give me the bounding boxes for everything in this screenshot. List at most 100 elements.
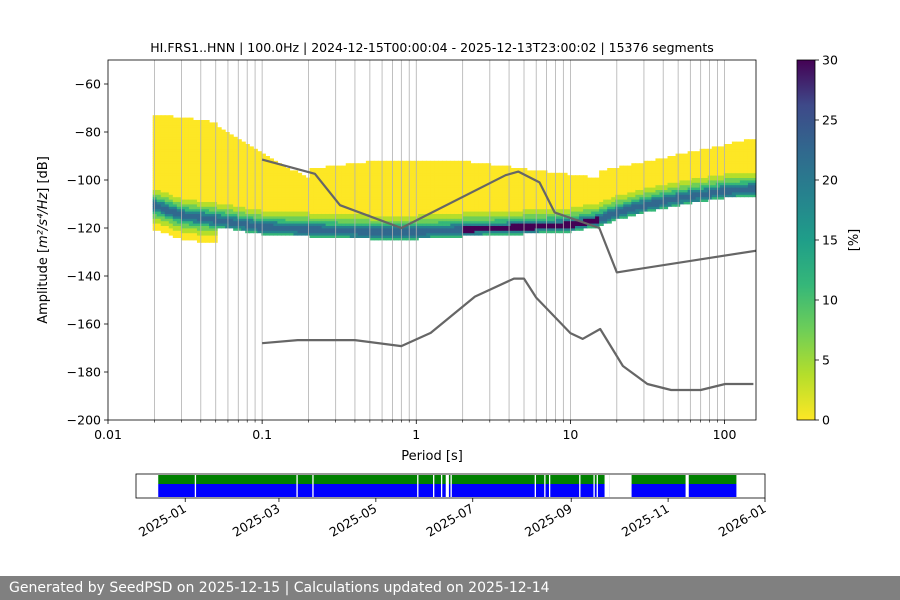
heatmap-cell — [180, 225, 186, 229]
heatmap-cell — [522, 230, 528, 234]
heatmap-cell — [482, 187, 488, 190]
heatmap-cell — [184, 192, 190, 195]
heatmap-cell — [619, 194, 624, 198]
heatmap-cell — [309, 194, 315, 198]
heatmap-cell — [152, 163, 158, 166]
heatmap-cell — [402, 175, 407, 178]
heatmap-cell — [430, 177, 435, 181]
heatmap-cell — [558, 187, 564, 190]
heatmap-cell — [265, 168, 270, 171]
heatmap-cell — [241, 144, 246, 147]
heatmap-cell — [233, 146, 238, 150]
heatmap-cell — [542, 216, 548, 219]
heatmap-cell — [164, 225, 170, 229]
heatmap-cell — [357, 204, 363, 207]
heatmap-cell — [233, 216, 238, 219]
heatmap-cell — [442, 168, 447, 171]
heatmap-cell — [381, 232, 387, 236]
heatmap-cell — [438, 194, 443, 198]
heatmap-cell — [522, 220, 528, 224]
heatmap-cell — [361, 225, 367, 229]
heatmap-cell — [490, 213, 496, 217]
heatmap-cell — [743, 160, 749, 164]
heatmap-cell — [200, 206, 206, 210]
heatmap-cell — [562, 199, 568, 202]
heatmap-cell — [349, 199, 355, 202]
heatmap-cell — [659, 177, 665, 181]
heatmap-cell — [168, 146, 174, 150]
heatmap-cell — [305, 230, 311, 234]
heatmap-cell — [265, 189, 270, 193]
heatmap-cell — [695, 163, 701, 166]
heatmap-cell — [522, 223, 528, 226]
heatmap-cell — [663, 168, 669, 171]
heatmap-cell — [184, 216, 190, 219]
heatmap-cell — [587, 180, 592, 183]
heatmap-cell — [522, 182, 528, 186]
heatmap-cell — [353, 182, 359, 186]
heatmap-cell — [731, 177, 737, 181]
heatmap-cell — [176, 199, 182, 202]
heatmap-cell — [474, 165, 480, 169]
heatmap-cell — [385, 230, 391, 234]
heatmap-cell — [703, 170, 709, 174]
heatmap-cell — [446, 218, 451, 222]
heatmap-cell — [253, 189, 258, 193]
heatmap-cell — [209, 232, 214, 236]
heatmap-cell — [691, 160, 697, 164]
heatmap-cell — [325, 182, 331, 186]
heatmap-cell — [196, 160, 202, 164]
heatmap-cell — [462, 168, 468, 171]
heatmap-cell — [514, 204, 520, 207]
heatmap-cell — [514, 213, 520, 217]
heatmap-cell — [402, 218, 407, 222]
heatmap-cell — [156, 168, 162, 171]
heatmap-cell — [446, 196, 451, 200]
heatmap-cell — [711, 160, 717, 164]
heatmap-cell — [160, 172, 166, 176]
heatmap-cell — [269, 213, 274, 217]
heatmap-cell — [152, 194, 158, 198]
heatmap-cell — [458, 172, 463, 176]
heatmap-cell — [233, 213, 238, 217]
heatmap-cell — [739, 194, 745, 198]
heatmap-cell — [442, 235, 447, 238]
heatmap-cell — [739, 141, 745, 145]
heatmap-cell — [611, 182, 616, 186]
heatmap-cell — [454, 187, 459, 190]
heatmap-cell — [156, 204, 162, 207]
heatmap-cell — [257, 172, 262, 176]
heatmap-cell — [615, 189, 620, 193]
heatmap-cell — [570, 184, 576, 188]
heatmap-cell — [735, 194, 741, 198]
heatmap-cell — [156, 196, 162, 200]
heatmap-cell — [438, 225, 443, 229]
heatmap-cell — [442, 218, 447, 222]
heatmap-cell — [422, 160, 427, 164]
heatmap-cell — [474, 216, 480, 219]
heatmap-cell — [558, 220, 564, 224]
heatmap-cell — [192, 124, 198, 128]
heatmap-cell — [281, 208, 287, 212]
heatmap-cell — [450, 204, 455, 207]
heatmap-cell — [200, 132, 206, 135]
heatmap-cell — [426, 201, 431, 205]
heatmap-cell — [229, 187, 234, 190]
heatmap-cell — [269, 223, 274, 226]
heatmap-cell — [269, 189, 274, 193]
heatmap-cell — [719, 153, 725, 157]
heatmap-cell — [160, 170, 166, 174]
heatmap-cell — [221, 196, 226, 200]
heatmap-cell — [381, 216, 387, 219]
heatmap-cell — [542, 206, 548, 210]
heatmap-cell — [418, 204, 423, 207]
heatmap-cell — [651, 168, 657, 171]
heatmap-cell — [639, 208, 644, 212]
heatmap-cell — [237, 170, 242, 174]
heatmap-cell — [221, 129, 226, 133]
heatmap-cell — [277, 177, 283, 181]
heatmap-cell — [691, 163, 697, 166]
heatmap-cell — [180, 120, 186, 123]
heatmap-cell — [530, 192, 536, 195]
heatmap-cell — [542, 199, 548, 202]
